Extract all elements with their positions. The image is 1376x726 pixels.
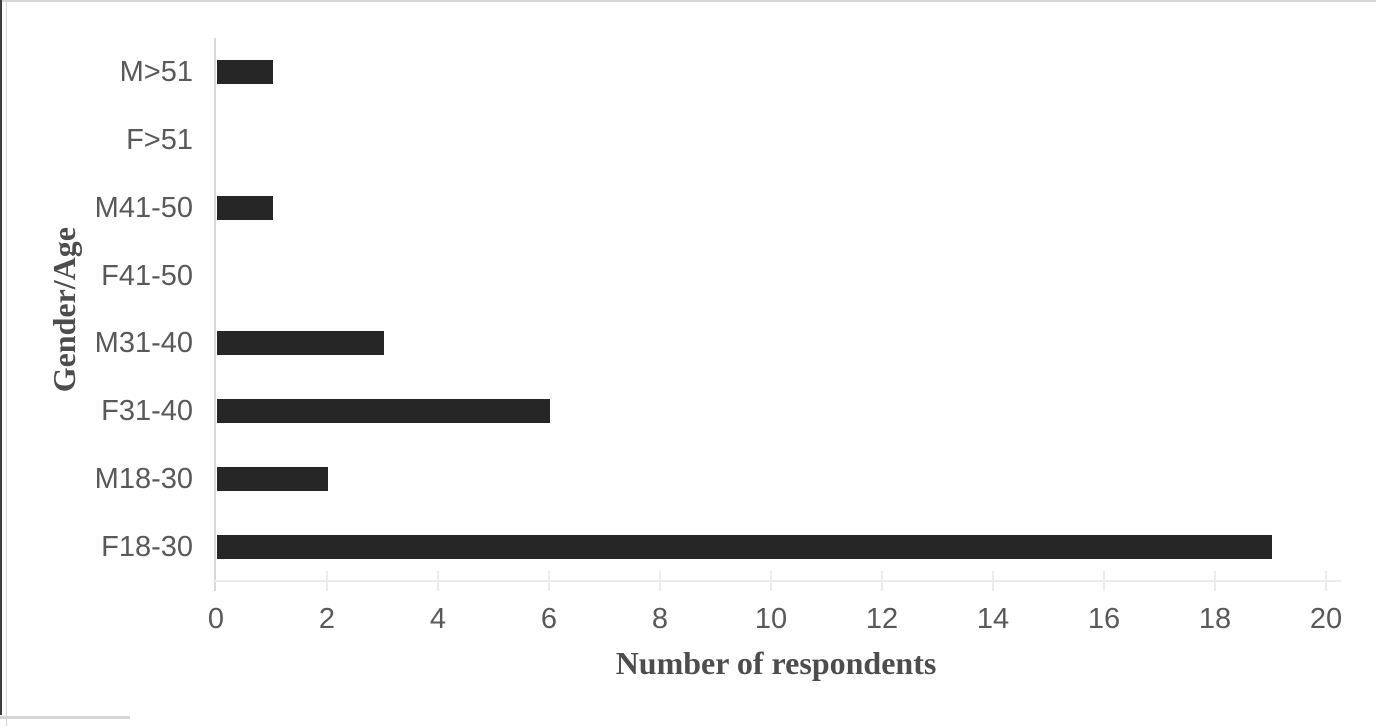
- page-left-inner-rule: [6, 0, 7, 726]
- x-tick-mark: [1214, 571, 1216, 591]
- x-tick-label: 20: [1309, 603, 1343, 635]
- category-label: M18-30: [94, 463, 193, 496]
- category-label: F41-50: [101, 259, 193, 292]
- page-left-edge: [0, 0, 2, 715]
- bar: [217, 195, 273, 220]
- category-label: F>51: [126, 123, 193, 156]
- category-label: F18-30: [101, 531, 193, 564]
- page-bottom-left-rule: [0, 716, 130, 719]
- x-tick-label: 16: [1087, 603, 1121, 635]
- x-tick-label: 6: [540, 603, 558, 635]
- x-tick-label: 4: [429, 603, 447, 635]
- category-label: M41-50: [94, 191, 193, 224]
- x-tick-mark: [659, 571, 661, 591]
- bar: [217, 59, 273, 84]
- x-tick-mark: [770, 571, 772, 591]
- x-tick-mark: [1325, 571, 1327, 591]
- x-tick-mark: [437, 571, 439, 591]
- x-tick-label: 14: [976, 603, 1010, 635]
- y-axis-title-text: Gender/Age: [45, 226, 82, 393]
- value-axis-line: [213, 580, 1341, 582]
- x-tick-mark: [992, 571, 994, 591]
- x-tick-label: 0: [207, 603, 225, 635]
- x-tick-mark: [548, 571, 550, 591]
- bar: [217, 535, 1272, 560]
- x-tick-mark: [881, 571, 883, 591]
- bar: [217, 399, 550, 424]
- category-label: M31-40: [94, 327, 193, 360]
- x-tick-label: 18: [1198, 603, 1232, 635]
- x-tick-mark: [1103, 571, 1105, 591]
- bar: [217, 467, 328, 492]
- x-tick-label: 8: [651, 603, 669, 635]
- category-label: F31-40: [101, 395, 193, 428]
- x-tick-label: 10: [754, 603, 788, 635]
- x-tick-label: 12: [865, 603, 899, 635]
- bar: [217, 331, 384, 356]
- category-axis-line: [214, 38, 216, 591]
- category-label: M>51: [119, 55, 193, 88]
- y-axis-title: Gender/Age: [42, 38, 86, 581]
- x-axis-title: Number of respondents: [615, 645, 937, 681]
- x-tick-mark: [326, 571, 328, 591]
- x-tick-label: 2: [318, 603, 336, 635]
- page-top-edge: [0, 0, 1376, 2]
